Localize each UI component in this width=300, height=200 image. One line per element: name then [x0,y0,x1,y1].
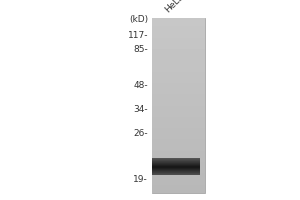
Text: 34-: 34- [134,106,148,114]
Text: 85-: 85- [133,46,148,54]
Bar [152,18,205,193]
Text: 19-: 19- [133,176,148,184]
Text: 48-: 48- [134,80,148,90]
Text: 117-: 117- [128,30,148,40]
Text: (kD): (kD) [129,15,148,24]
Text: HeLa: HeLa [164,0,186,14]
Text: 26-: 26- [134,129,148,138]
